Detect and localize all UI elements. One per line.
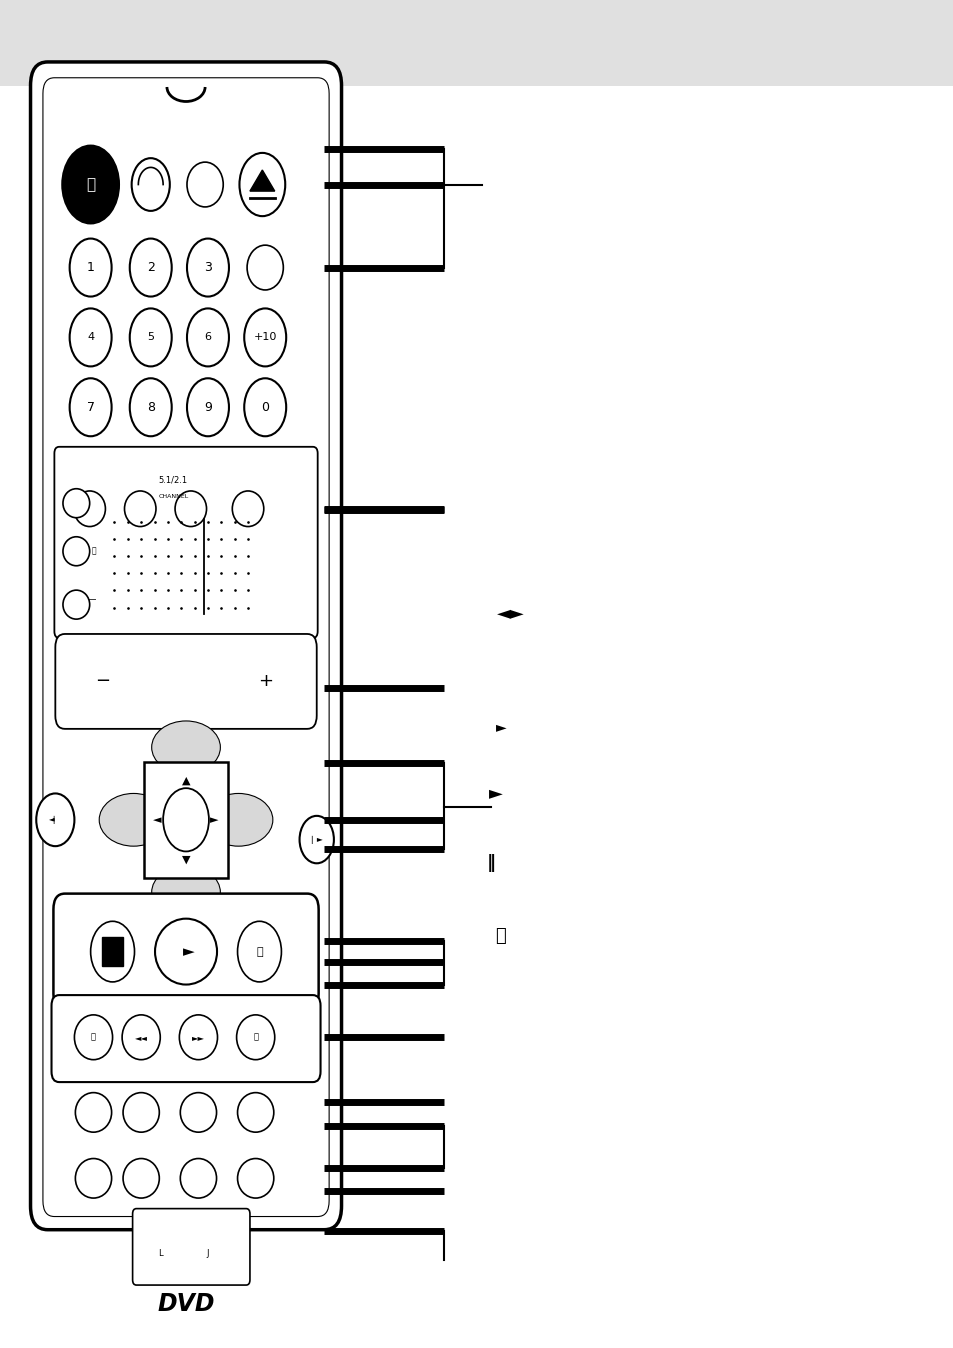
Ellipse shape xyxy=(99,794,168,847)
Polygon shape xyxy=(250,170,274,191)
Circle shape xyxy=(244,379,286,437)
Ellipse shape xyxy=(247,245,283,290)
Text: 2: 2 xyxy=(147,262,154,274)
Text: ‖: ‖ xyxy=(486,855,496,872)
Text: ⏻: ⏻ xyxy=(86,177,95,191)
Text: ▲: ▲ xyxy=(182,775,190,786)
FancyBboxPatch shape xyxy=(54,446,317,638)
Text: ⏸: ⏸ xyxy=(256,946,262,957)
FancyBboxPatch shape xyxy=(55,634,316,729)
Ellipse shape xyxy=(152,721,220,774)
Text: ►►: ►► xyxy=(192,1033,205,1042)
Ellipse shape xyxy=(187,162,223,208)
Text: L: L xyxy=(158,1250,162,1258)
Text: ▼: ▼ xyxy=(182,855,190,864)
Circle shape xyxy=(187,309,229,367)
Text: +: + xyxy=(257,673,273,690)
Text: ►: ► xyxy=(489,785,502,802)
Circle shape xyxy=(70,379,112,437)
Ellipse shape xyxy=(180,1158,216,1198)
Text: 1: 1 xyxy=(87,262,94,274)
Ellipse shape xyxy=(193,1211,222,1244)
Text: ▏►: ▏► xyxy=(311,834,322,844)
Ellipse shape xyxy=(74,1015,112,1060)
Circle shape xyxy=(180,1326,192,1341)
Bar xyxy=(102,937,123,967)
Circle shape xyxy=(70,239,112,297)
Text: —: — xyxy=(88,594,95,604)
Ellipse shape xyxy=(180,1093,216,1132)
Text: ◄: ◄ xyxy=(153,814,161,825)
Text: 3: 3 xyxy=(204,262,212,274)
Circle shape xyxy=(63,147,118,222)
Ellipse shape xyxy=(63,489,90,518)
Ellipse shape xyxy=(154,918,216,984)
Circle shape xyxy=(244,309,286,367)
Ellipse shape xyxy=(179,1015,217,1060)
Text: ⏭: ⏭ xyxy=(253,1033,258,1042)
Ellipse shape xyxy=(237,1158,274,1198)
FancyBboxPatch shape xyxy=(53,894,318,1010)
FancyBboxPatch shape xyxy=(0,0,953,86)
Text: ►: ► xyxy=(495,721,506,735)
Text: 5.1/2.1: 5.1/2.1 xyxy=(158,476,188,484)
Ellipse shape xyxy=(74,491,106,527)
Ellipse shape xyxy=(75,1093,112,1132)
Ellipse shape xyxy=(237,1093,274,1132)
Text: ◄◄: ◄◄ xyxy=(134,1033,148,1042)
Ellipse shape xyxy=(174,491,206,527)
Text: ⏭: ⏭ xyxy=(495,927,506,945)
FancyBboxPatch shape xyxy=(30,62,341,1229)
Text: ►: ► xyxy=(183,944,194,960)
Circle shape xyxy=(237,921,281,981)
Ellipse shape xyxy=(152,865,220,918)
Text: 8: 8 xyxy=(147,400,154,414)
Text: ◄►: ◄► xyxy=(496,604,524,621)
Text: ►: ► xyxy=(211,814,218,825)
Ellipse shape xyxy=(75,1158,112,1198)
Text: 5: 5 xyxy=(147,333,154,342)
Ellipse shape xyxy=(204,794,273,847)
Ellipse shape xyxy=(233,491,263,527)
Circle shape xyxy=(187,379,229,437)
Text: 0: 0 xyxy=(261,400,269,414)
Circle shape xyxy=(130,239,172,297)
Text: 9: 9 xyxy=(204,400,212,414)
Circle shape xyxy=(130,379,172,437)
Circle shape xyxy=(70,309,112,367)
Ellipse shape xyxy=(63,590,90,619)
Circle shape xyxy=(130,309,172,367)
Ellipse shape xyxy=(122,1015,160,1060)
Text: ◄▏: ◄▏ xyxy=(50,816,61,825)
Circle shape xyxy=(91,921,134,981)
FancyBboxPatch shape xyxy=(51,995,320,1082)
Text: CHANNEL: CHANNEL xyxy=(158,495,189,499)
Ellipse shape xyxy=(123,1158,159,1198)
Circle shape xyxy=(187,239,229,297)
Text: 6: 6 xyxy=(204,333,212,342)
Circle shape xyxy=(299,816,334,863)
Text: J: J xyxy=(207,1250,209,1258)
Ellipse shape xyxy=(236,1015,274,1060)
FancyBboxPatch shape xyxy=(132,1209,250,1285)
Text: ⏸: ⏸ xyxy=(91,547,95,555)
Ellipse shape xyxy=(63,537,90,566)
Text: −: − xyxy=(95,673,111,690)
Text: 7: 7 xyxy=(87,400,94,414)
Text: +10: +10 xyxy=(253,333,276,342)
Ellipse shape xyxy=(146,1211,174,1244)
Circle shape xyxy=(36,794,74,847)
Text: 4: 4 xyxy=(87,333,94,342)
Bar xyxy=(144,762,228,878)
Text: DVD: DVD xyxy=(157,1291,214,1316)
Ellipse shape xyxy=(123,1093,159,1132)
Text: ⏮: ⏮ xyxy=(91,1033,96,1042)
Circle shape xyxy=(239,152,285,216)
Ellipse shape xyxy=(124,491,156,527)
Circle shape xyxy=(132,158,170,210)
Circle shape xyxy=(163,789,209,852)
